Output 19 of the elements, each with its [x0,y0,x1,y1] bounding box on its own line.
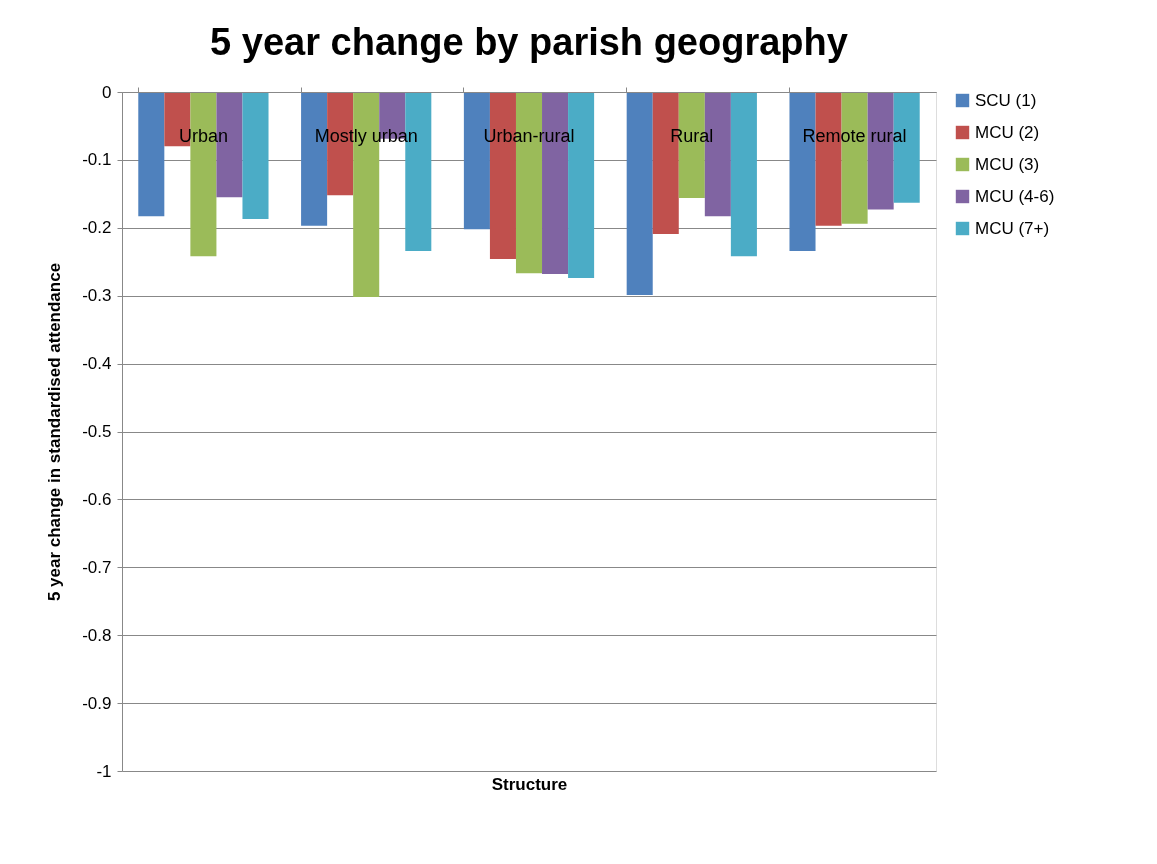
legend-label: MCU (4-6) [975,186,1055,206]
legend-label: MCU (3) [975,154,1040,174]
y-tick-label: -0.6 [82,489,112,509]
y-tick-label: -0.7 [82,557,112,577]
y-tick-label: -0.8 [82,625,112,645]
y-tick-label: -0.5 [82,422,112,441]
y-tick-label: -0.2 [82,218,112,238]
y-tick-label: -1 [96,761,112,781]
y-tick-label: -0.4 [82,354,112,374]
y-axis-title: 5 year change in standardised attendance [45,262,65,602]
y-tick-label: -0.1 [82,150,112,170]
y-tick-label: 0 [102,82,112,102]
legend-label: MCU (7+) [975,218,1050,238]
x-axis-title: Structure [491,774,568,794]
legend-label: SCU (1) [975,90,1037,110]
legend-label: MCU (2) [975,122,1040,142]
y-tick-label: -0.3 [82,286,112,306]
y-tick-label: -0.9 [82,693,112,713]
chart-title: 5 year change by parish geography [210,21,848,63]
